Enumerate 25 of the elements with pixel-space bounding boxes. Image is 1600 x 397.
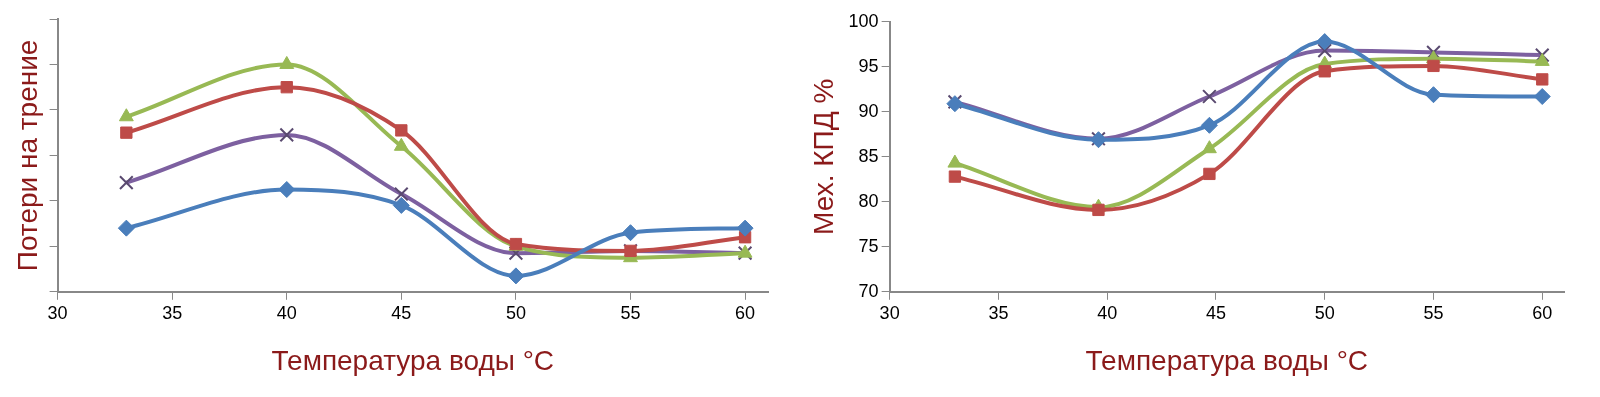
x-tick-label: 55: [1423, 302, 1444, 323]
x-tick-label: 50: [1314, 302, 1335, 323]
x-tick-label: 60: [735, 302, 756, 323]
x-axis-title: Температура воды °C: [271, 344, 555, 376]
y-tick-label: 85: [858, 145, 879, 166]
x-tick-label: 30: [47, 302, 68, 323]
y-tick-label: 95: [858, 55, 879, 76]
y-tick-label: 70: [858, 280, 879, 301]
x-tick-label: 30: [879, 302, 900, 323]
y-tick-label: 80: [858, 190, 879, 211]
y-axis-title: Потери на трение: [11, 39, 43, 272]
x-tick-label: 35: [162, 302, 183, 323]
x-tick-label: 40: [276, 302, 297, 323]
x-tick-label: 45: [1205, 302, 1226, 323]
x-axis-title: Температура воды °C: [1085, 344, 1369, 376]
x-tick-label: 35: [988, 302, 1009, 323]
x-tick-label: 40: [1097, 302, 1118, 323]
y-tick-label: 90: [858, 100, 879, 121]
x-tick-label: 60: [1532, 302, 1553, 323]
x-tick-label: 45: [391, 302, 412, 323]
x-tick-label: 50: [505, 302, 526, 323]
y-tick-label: 100: [848, 10, 879, 31]
x-tick-label: 55: [620, 302, 641, 323]
y-tick-label: 75: [858, 235, 879, 256]
y-axis-title: Мех. КПД %: [807, 78, 839, 235]
